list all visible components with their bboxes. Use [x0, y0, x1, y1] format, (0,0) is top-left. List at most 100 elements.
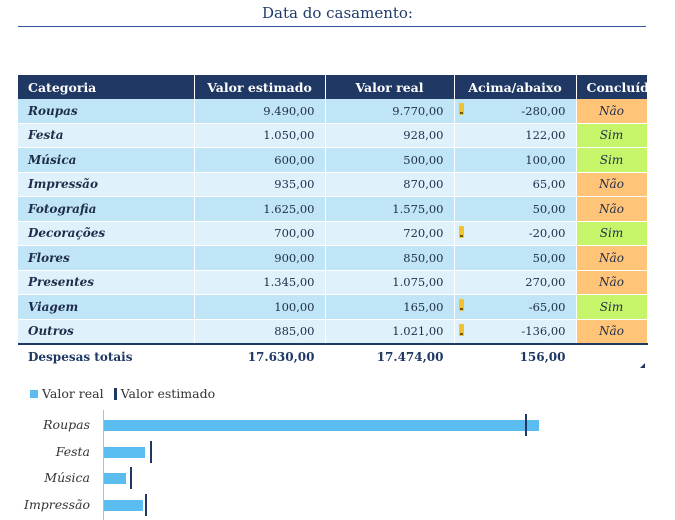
- warning-icon: [458, 103, 464, 115]
- legend-label-estimated: Valor estimado: [120, 386, 216, 401]
- header-concluido[interactable]: Concluído: [576, 75, 657, 99]
- chart-marker-valor-estimado[interactable]: [525, 414, 528, 436]
- cell-valor-real[interactable]: 1.075,00: [325, 270, 455, 295]
- cell-concluido[interactable]: Não: [576, 245, 648, 271]
- cell-categoria[interactable]: Flores: [18, 245, 195, 271]
- budget-chart[interactable]: Roupas Festa Música Impressão: [0, 405, 675, 520]
- cell-categoria[interactable]: Festa: [18, 123, 195, 148]
- cell-acima-abaixo[interactable]: 50,00: [454, 196, 577, 222]
- cell-valor-estimado[interactable]: 100,00: [194, 294, 326, 320]
- cell-acima-abaixo-text: 100,00: [525, 152, 566, 167]
- cell-valor-estimado[interactable]: 1.345,00: [194, 270, 326, 295]
- cell-categoria[interactable]: Música: [18, 147, 195, 173]
- cell-concluido[interactable]: Sim: [576, 123, 648, 148]
- cell-acima-abaixo[interactable]: -280,00: [454, 99, 577, 124]
- cell-valor-real[interactable]: 1.021,00: [325, 319, 455, 345]
- cell-acima-abaixo-text: 122,00: [525, 128, 566, 143]
- cell-concluido-text: Não: [599, 250, 624, 265]
- chart-bar-valor-real[interactable]: [104, 499, 143, 511]
- cell-valor-real[interactable]: 9.770,00: [325, 99, 455, 124]
- cell-valor-real[interactable]: 720,00: [325, 221, 455, 246]
- page-title: Data do casamento:: [262, 4, 413, 22]
- cell-valor-estimado[interactable]: 885,00: [194, 319, 326, 345]
- cell-acima-abaixo[interactable]: 122,00: [454, 123, 577, 148]
- title-underline: [18, 26, 646, 27]
- table-resize-handle[interactable]: [640, 363, 645, 368]
- cell-acima-abaixo-text: -20,00: [528, 226, 566, 241]
- cell-categoria-text: Roupas: [28, 103, 78, 118]
- cell-concluido[interactable]: Não: [576, 319, 648, 345]
- cell-acima-abaixo[interactable]: 270,00: [454, 270, 577, 295]
- cell-acima-abaixo[interactable]: -65,00: [454, 294, 577, 320]
- cell-categoria[interactable]: Outros: [18, 319, 195, 345]
- cell-acima-abaixo-text: -136,00: [521, 324, 566, 339]
- cell-categoria[interactable]: Roupas: [18, 99, 195, 124]
- cell-valor-estimado[interactable]: 935,00: [194, 172, 326, 197]
- cell-acima-abaixo[interactable]: -136,00: [454, 319, 577, 345]
- cell-valor-estimado[interactable]: 900,00: [194, 245, 326, 271]
- table-row: Fotografia 1.625,00 1.575,00 50,00 Não: [18, 196, 648, 222]
- cell-valor-estimado[interactable]: 1.625,00: [194, 196, 326, 222]
- cell-valor-real[interactable]: 165,00: [325, 294, 455, 320]
- table-row: Festa 1.050,00 928,00 122,00 Sim: [18, 123, 648, 148]
- header-acima-abaixo[interactable]: Acima/abaixo: [454, 75, 577, 99]
- cell-valor-estimado[interactable]: 700,00: [194, 221, 326, 246]
- chart-category-label: Festa: [55, 443, 90, 459]
- legend-label-real: Valor real: [42, 386, 104, 401]
- totals-estimated[interactable]: 17.630,00: [194, 343, 326, 370]
- chart-bar-valor-real[interactable]: [104, 420, 539, 431]
- cell-concluido[interactable]: Sim: [576, 147, 648, 173]
- cell-acima-abaixo[interactable]: 50,00: [454, 245, 577, 271]
- cell-valor-estimado-text: 1.345,00: [263, 275, 315, 290]
- cell-valor-real-text: 870,00: [403, 177, 444, 192]
- cell-concluido[interactable]: Não: [576, 99, 648, 124]
- table-row: Viagem 100,00 165,00 -65,00 Sim: [18, 294, 648, 320]
- legend-swatch-real: [30, 389, 38, 398]
- cell-valor-real[interactable]: 870,00: [325, 172, 455, 197]
- cell-valor-estimado-text: 900,00: [274, 250, 315, 265]
- cell-acima-abaixo[interactable]: -20,00: [454, 221, 577, 246]
- cell-categoria[interactable]: Decorações: [18, 221, 195, 246]
- cell-valor-estimado[interactable]: 600,00: [194, 147, 326, 173]
- cell-acima-abaixo[interactable]: 65,00: [454, 172, 577, 197]
- header-categoria[interactable]: Categoria: [18, 75, 195, 99]
- totals-empty-cell[interactable]: [576, 343, 648, 370]
- chart-marker-valor-estimado[interactable]: [149, 440, 152, 463]
- cell-concluido-text: Não: [599, 177, 624, 192]
- cell-categoria[interactable]: Fotografia: [18, 196, 195, 222]
- chart-marker-valor-estimado[interactable]: [129, 467, 132, 489]
- cell-acima-abaixo-text: -280,00: [521, 103, 566, 118]
- cell-valor-real-text: 9.770,00: [392, 103, 444, 118]
- cell-concluido[interactable]: Não: [576, 270, 648, 295]
- cell-valor-estimado-text: 1.625,00: [263, 201, 315, 216]
- cell-valor-real[interactable]: 928,00: [325, 123, 455, 148]
- chart-bar-valor-real[interactable]: [104, 446, 146, 458]
- totals-label[interactable]: Despesas totais: [18, 343, 195, 370]
- cell-valor-real[interactable]: 850,00: [325, 245, 455, 271]
- chart-category-label: Música: [44, 470, 90, 485]
- header-valor-real[interactable]: Valor real: [325, 75, 455, 99]
- cell-acima-abaixo-text: 65,00: [532, 177, 566, 192]
- cell-concluido[interactable]: Sim: [576, 221, 648, 246]
- cell-valor-real[interactable]: 500,00: [325, 147, 455, 173]
- cell-valor-estimado[interactable]: 9.490,00: [194, 99, 326, 124]
- totals-diff[interactable]: 156,00: [454, 343, 577, 370]
- cell-categoria[interactable]: Presentes: [18, 270, 195, 295]
- chart-bar-valor-real[interactable]: [104, 473, 127, 484]
- header-valor-estimado[interactable]: Valor estimado: [194, 75, 326, 99]
- cell-categoria[interactable]: Viagem: [18, 294, 195, 320]
- totals-actual[interactable]: 17.474,00: [325, 343, 455, 370]
- cell-concluido[interactable]: Não: [576, 196, 648, 222]
- cell-concluido[interactable]: Não: [576, 172, 648, 197]
- cell-categoria-text: Viagem: [28, 299, 79, 314]
- cell-valor-real[interactable]: 1.575,00: [325, 196, 455, 222]
- table-row: Outros 885,00 1.021,00 -136,00 Não: [18, 319, 648, 345]
- cell-valor-estimado[interactable]: 1.050,00: [194, 123, 326, 148]
- cell-concluido[interactable]: Sim: [576, 294, 648, 320]
- cell-categoria-text: Flores: [28, 250, 70, 265]
- cell-categoria[interactable]: Impressão: [18, 172, 195, 197]
- chart-marker-valor-estimado[interactable]: [144, 493, 147, 516]
- cell-valor-estimado-text: 1.050,00: [263, 128, 315, 143]
- cell-valor-estimado-text: 600,00: [274, 152, 315, 167]
- cell-acima-abaixo[interactable]: 100,00: [454, 147, 577, 173]
